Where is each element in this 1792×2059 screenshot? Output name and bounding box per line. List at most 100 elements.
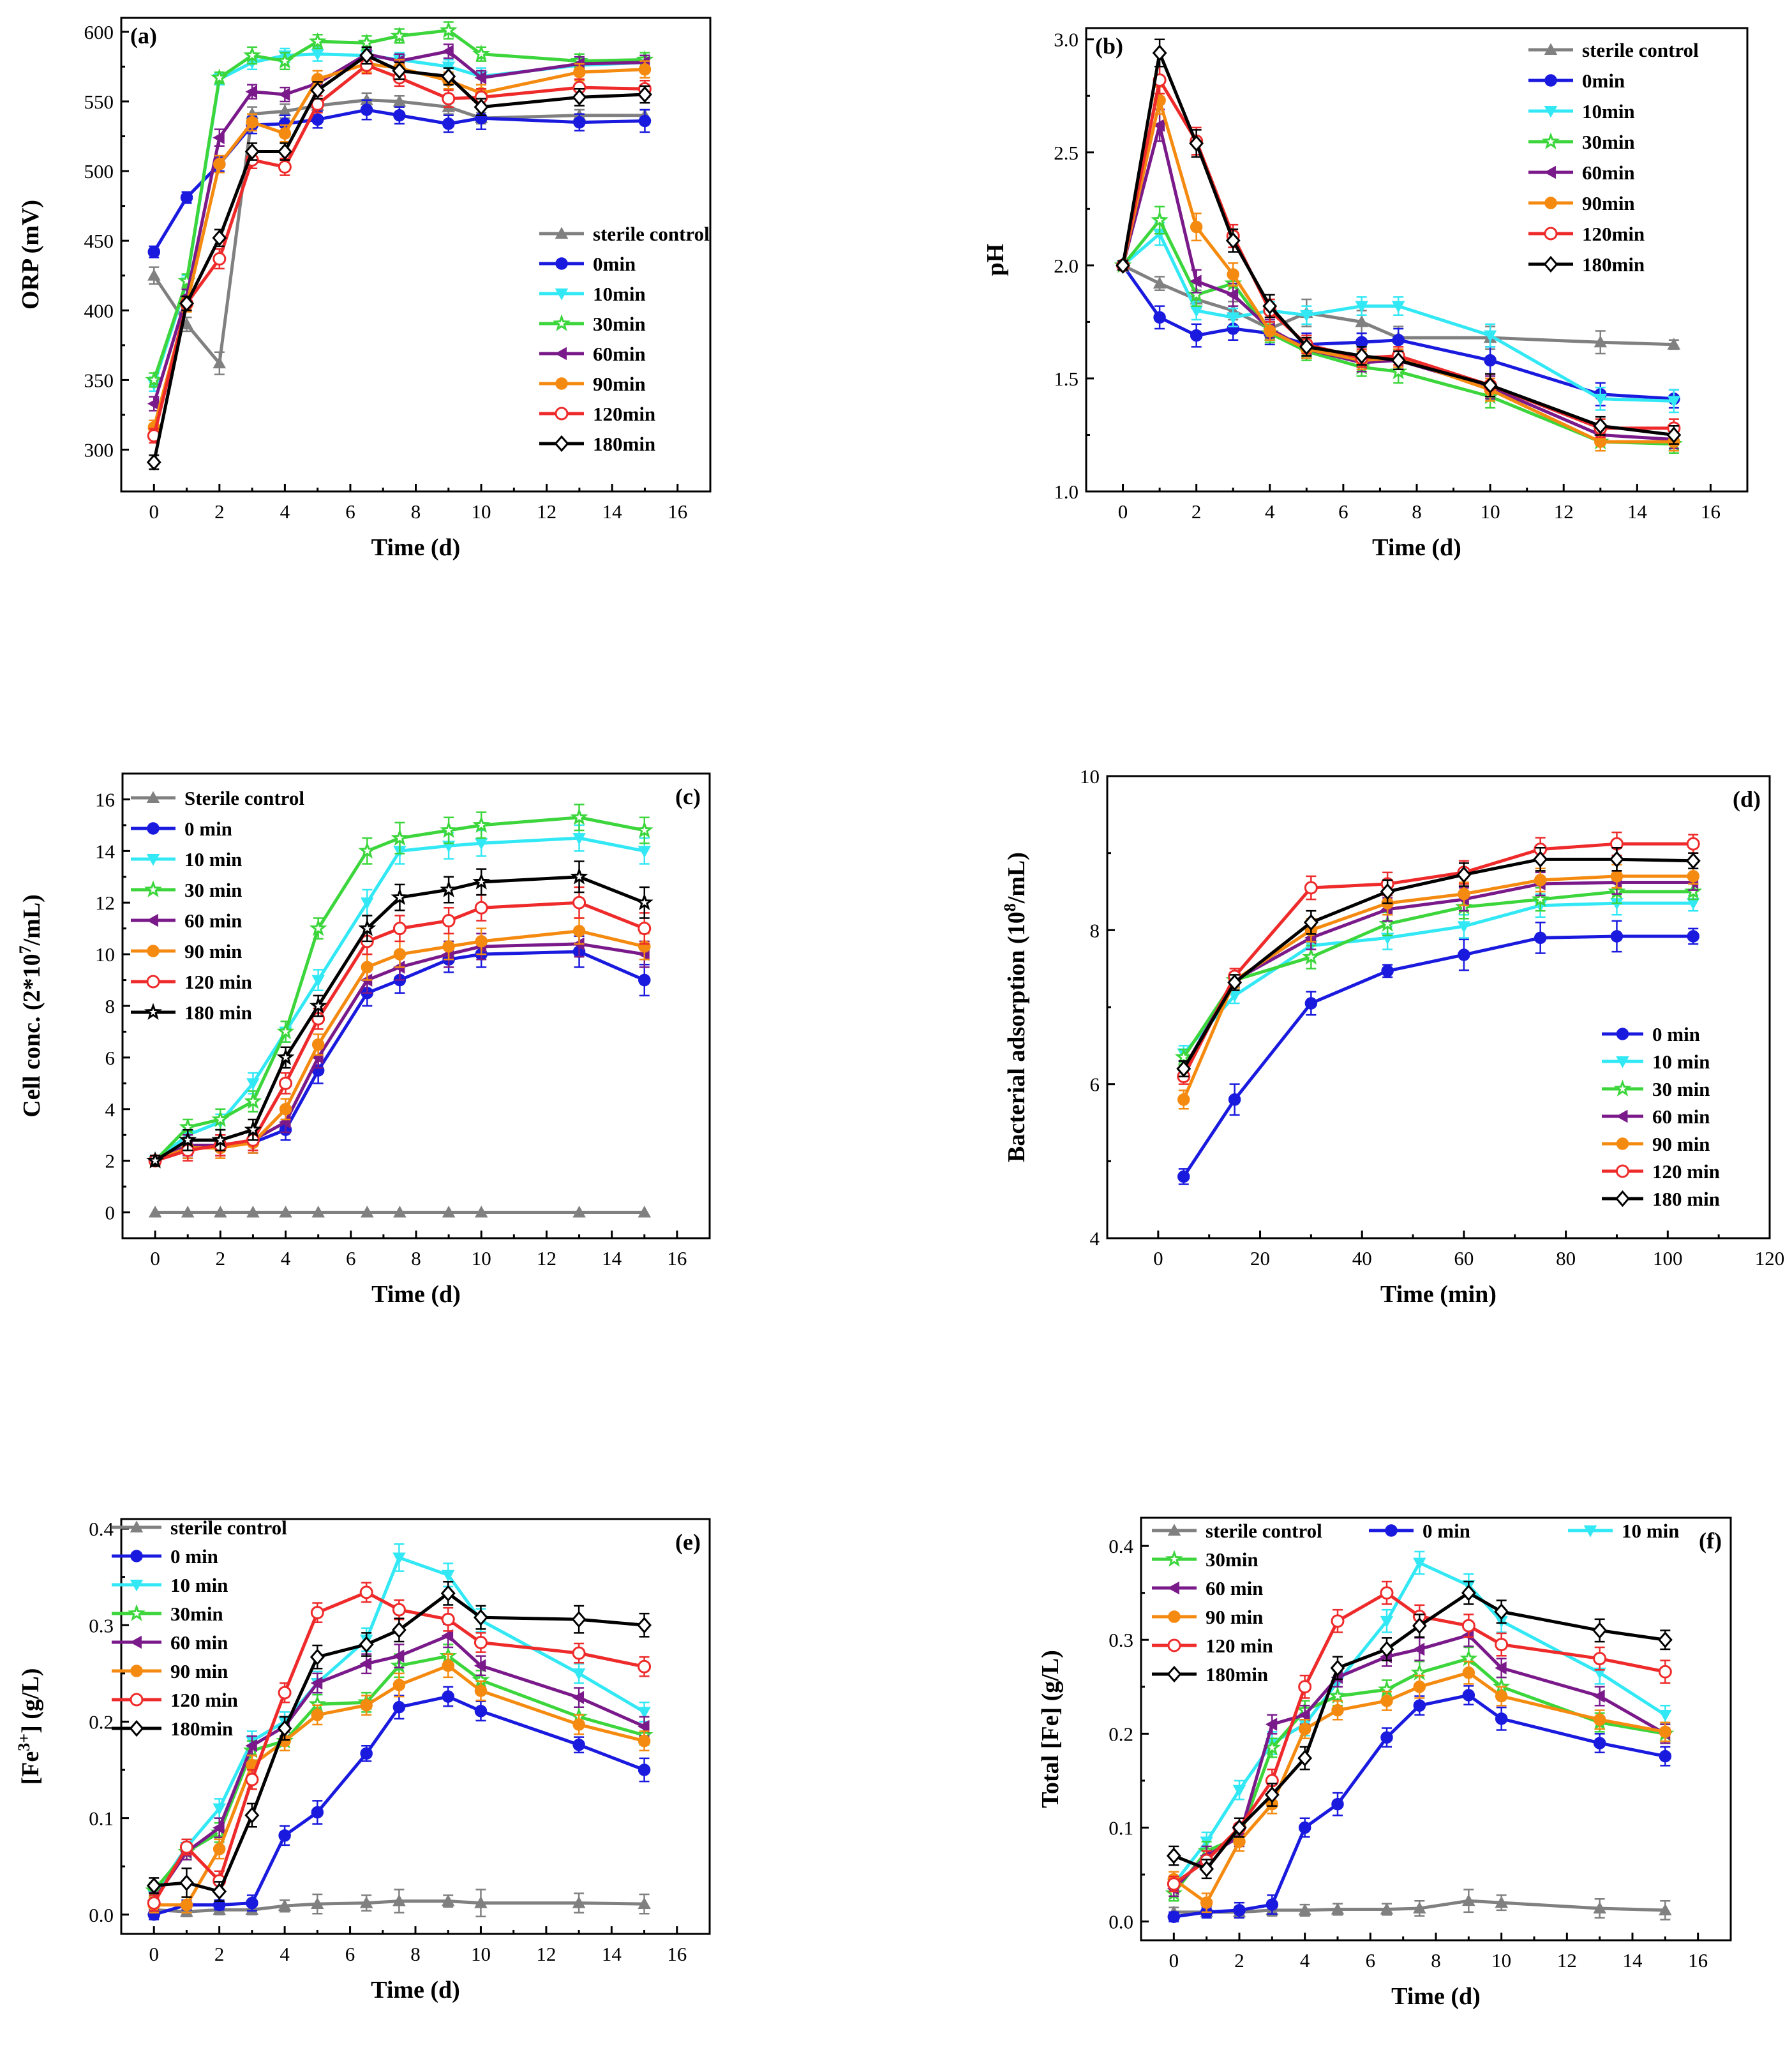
x-tick-label: 8 <box>1431 1949 1441 1972</box>
legend-label: Sterile control <box>184 787 304 809</box>
x-tick-label: 2 <box>214 1943 225 1965</box>
x-tick-label: 8 <box>411 500 421 523</box>
data-point <box>392 62 407 79</box>
data-point <box>392 1701 406 1714</box>
legend-marker <box>144 880 162 897</box>
x-tick-label: 10 <box>472 500 491 523</box>
data-point <box>441 1894 455 1906</box>
legend-entry: 180min <box>1152 1663 1268 1686</box>
data-point <box>1167 1877 1181 1891</box>
y-axis-title: [Fe3+] (g/L) <box>15 1668 44 1785</box>
legend-marker <box>1168 1610 1181 1623</box>
data-point <box>1379 1640 1394 1658</box>
data-point <box>1151 211 1169 228</box>
x-tick-label: 14 <box>1623 1949 1643 1972</box>
x-tick-label: 20 <box>1250 1247 1270 1269</box>
x-tick-label: 16 <box>1688 1949 1708 1972</box>
x-tick-label: 14 <box>602 1247 622 1269</box>
panel-d-bacterial-adsorption-chart: 0 20 40 60 80 100 120 4 6 8 10 Time (min) Bacterial … <box>1001 765 1784 1308</box>
data-point <box>638 1897 651 1910</box>
data-point <box>572 1206 586 1218</box>
data-point <box>148 1206 162 1218</box>
data-point <box>1593 417 1608 435</box>
data-point <box>1413 1681 1426 1693</box>
legend-label: 0 min <box>184 818 232 840</box>
data-point <box>244 1807 260 1824</box>
legend-entry: 120 min <box>112 1689 238 1711</box>
data-point <box>638 846 652 858</box>
legend-label: 180min <box>1582 253 1645 276</box>
series-line <box>152 54 645 463</box>
y-tick-label: 400 <box>84 299 114 322</box>
data-point <box>474 1684 488 1697</box>
data-point <box>1331 1902 1345 1915</box>
data-point <box>1167 1910 1181 1923</box>
data-point <box>213 1821 225 1834</box>
y-tick-label: 12 <box>95 892 115 914</box>
x-tick-label: 12 <box>1557 1949 1577 1972</box>
panel-label: (a) <box>130 23 157 49</box>
data-point <box>311 1038 325 1051</box>
data-point <box>474 901 488 915</box>
data-point <box>441 1629 454 1643</box>
legend-marker <box>1613 1079 1632 1097</box>
x-tick-label: 6 <box>346 1247 356 1269</box>
data-point <box>442 940 455 953</box>
data-point <box>1177 1093 1190 1106</box>
series-line <box>152 63 645 437</box>
y-axis-title: Bacterial adsorption (108/mL) <box>1001 852 1030 1162</box>
data-point <box>310 1676 323 1690</box>
data-point <box>572 89 587 106</box>
data-point <box>244 1092 262 1109</box>
y-axis-title: Cell conc. (2*107/mL) <box>16 894 45 1118</box>
data-point <box>1534 931 1547 945</box>
data-point <box>1232 1785 1246 1797</box>
legend-entry: 120 min <box>131 971 252 993</box>
y-tick-label: 10 <box>1080 765 1100 788</box>
data-point <box>311 49 324 61</box>
data-point <box>146 454 161 471</box>
legend-marker <box>146 913 158 927</box>
data-point <box>1461 1619 1475 1633</box>
legend-label: 10 min <box>170 1574 228 1596</box>
legend-label: 60min <box>593 343 646 365</box>
data-point <box>1391 301 1405 313</box>
legend-label: 60 min <box>184 910 242 932</box>
data-point <box>1484 354 1497 367</box>
data-point <box>572 833 586 845</box>
data-point <box>1378 914 1397 932</box>
y-tick-label: 10 <box>95 943 115 966</box>
legend-entry: 60 min <box>1152 1577 1263 1599</box>
series-line <box>153 1654 645 1892</box>
legend-label: 90min <box>593 373 646 395</box>
data-point <box>391 828 409 846</box>
legend-label: 90 min <box>170 1660 228 1682</box>
data-point <box>474 1896 488 1908</box>
legend-label: 60min <box>1582 161 1635 184</box>
x-axis-title: Time (d) <box>371 1281 461 1308</box>
data-point <box>474 1705 488 1718</box>
y-tick-label: 500 <box>84 160 114 183</box>
data-point <box>1298 1708 1310 1722</box>
data-point <box>359 1636 374 1653</box>
legend-label: sterile control <box>1582 39 1699 61</box>
data-point <box>392 922 407 936</box>
series-sterile-control <box>148 1206 652 1218</box>
data-point <box>1199 1861 1214 1878</box>
x-tick-label: 2 <box>216 1247 226 1269</box>
legend-entry: 30min <box>1528 131 1635 153</box>
data-point <box>638 1734 651 1748</box>
series-line <box>153 1555 645 1896</box>
data-point <box>1264 1786 1280 1804</box>
data-point <box>392 1679 406 1691</box>
data-point <box>357 33 376 51</box>
data-point <box>1392 333 1405 347</box>
data-point <box>1227 268 1239 281</box>
data-point <box>1200 1896 1213 1909</box>
data-point <box>359 1585 373 1599</box>
data-point <box>1391 352 1406 369</box>
legend-entry: 60min <box>1528 161 1635 184</box>
x-tick-label: 4 <box>280 500 290 523</box>
data-point <box>211 1110 230 1127</box>
data-point <box>1666 426 1682 444</box>
